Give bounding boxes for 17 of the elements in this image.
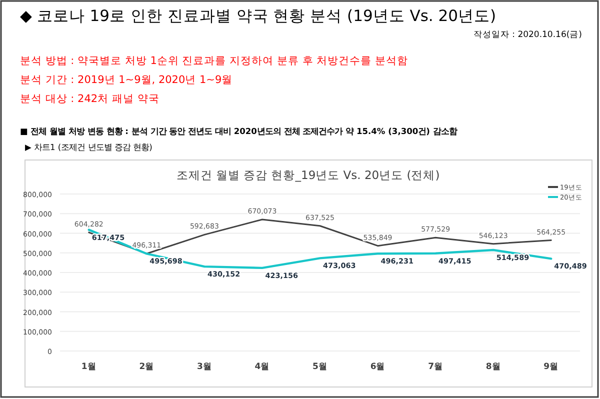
chart-title: ◆ 코로나 19로 인한 진료과별 약국 현황 분석 (19년도 Vs. 20년도) [20,7,496,25]
chart-subtitle: 조제건 월별 증감 현황_19년도 Vs. 20년도 (전체) [176,168,440,182]
x-tick-label: 1월 [81,362,96,372]
x-tick-label: 6월 [370,362,386,372]
text: 작성일자 : 2020.10.16(금) [473,30,582,40]
text: ▶ 차트1 (조제건 년도별 증감 현황) [25,142,152,152]
x-tick-label: 8월 [486,362,501,372]
x-tick-label: 9월 [544,362,559,372]
text: 분석 기간 : 2019년 1~9월, 2020년 1~9월 [20,74,233,86]
x-tick-label: 5월 [312,362,328,372]
x-tick-label: 4월 [254,362,270,372]
x-tick-label: 3월 [196,362,212,372]
x-tick-label: 7월 [428,362,444,372]
text: 분석 방법 : 약국별로 처방 1순위 진료과를 지정하여 분류 후 처방건수를 분석함 [20,55,408,67]
text: ■ 전체 월별 처방 변동 현황 : 분석 기간 동안 전년도 대비 2020년도의 전체 조제건수가 약 15.4% (3,300건) 감소함 [20,126,457,136]
x-tick-label: 2월 [139,362,154,372]
text: 분석 대상 : 242처 패널 약국 [20,93,160,105]
